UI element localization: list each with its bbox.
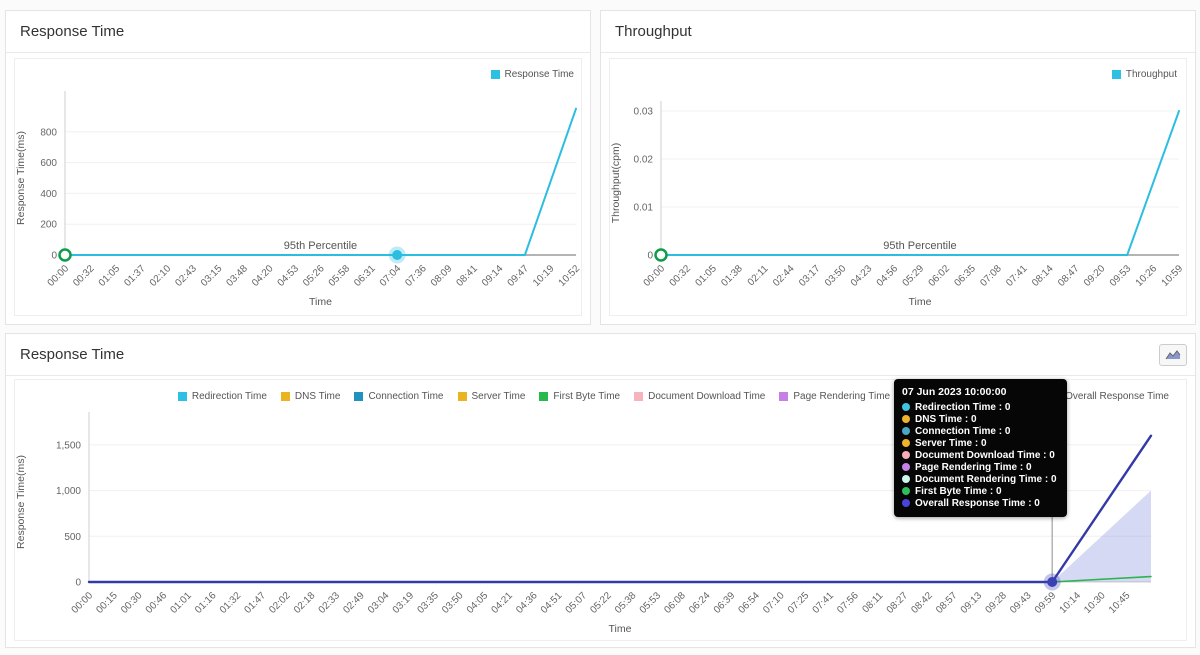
series-color-dot — [902, 487, 910, 495]
response-time-panel: Response Time Response Time 0 200 400 600 80… — [5, 10, 591, 325]
tooltip-row: Page Rendering Time : 0 — [902, 461, 1057, 473]
legend-item[interactable]: Response Time — [490, 69, 574, 80]
response-time-detail-panel: Response Time Redirection Time DNS Time Co… — [5, 333, 1196, 648]
legend-swatch — [280, 392, 290, 401]
legend-item[interactable]: Document Download Time — [634, 391, 765, 402]
series-color-dot — [902, 499, 910, 507]
legend-item[interactable]: Connection Time — [354, 391, 444, 402]
legend-item[interactable]: Page Rendering Time — [779, 391, 890, 402]
legend-swatch — [779, 392, 789, 401]
legend-label: Response Time — [504, 69, 574, 80]
series-color-dot — [902, 415, 910, 423]
legend-swatch — [457, 392, 467, 401]
throughput-panel: Throughput Throughput 0 0.01 0.02 0.03 00:00… — [600, 10, 1196, 325]
chart-options-button[interactable] — [1159, 344, 1187, 366]
panel-title: Throughput — [615, 23, 692, 40]
series-color-dot — [902, 439, 910, 447]
tooltip-timestamp: 07 Jun 2023 10:00:00 — [902, 386, 1007, 398]
tooltip-value: Document Rendering Time : 0 — [915, 473, 1057, 485]
legend-label: Overall Response Time — [1065, 391, 1169, 402]
series-color-dot — [902, 427, 910, 435]
tooltip-row: Document Download Time : 0 — [902, 449, 1057, 461]
legend-swatch — [177, 392, 187, 401]
legend-swatch — [354, 392, 364, 401]
legend-item[interactable]: Overall Response Time — [1051, 391, 1169, 402]
legend-label: DNS Time — [294, 391, 341, 402]
legend-item[interactable]: Redirection Time — [177, 391, 267, 402]
tooltip-row: Document Rendering Time : 0 — [902, 473, 1057, 485]
legend-label: Redirection Time — [191, 391, 267, 402]
legend-swatch — [539, 392, 549, 401]
panel-title: Response Time — [20, 23, 125, 40]
tooltip-value: Connection Time : 0 — [915, 425, 1011, 437]
legend-label: Document Download Time — [648, 391, 766, 402]
legend-label: First Byte Time — [553, 391, 621, 402]
tooltip-row: Redirection Time : 0 — [902, 401, 1057, 413]
legend-label: Throughput — [1125, 69, 1177, 80]
panel-header: Throughput — [601, 11, 1195, 53]
series-color-dot — [902, 475, 910, 483]
throughput-legend: Throughput — [1111, 69, 1177, 80]
tooltip-row: Connection Time : 0 — [902, 425, 1057, 437]
tooltip-value: First Byte Time : 0 — [915, 485, 1002, 497]
legend-label: Page Rendering Time — [793, 391, 891, 402]
panel-header: Response Time — [6, 334, 1195, 376]
chart-tooltip: 07 Jun 2023 10:00:00 Redirection Time : … — [894, 379, 1067, 517]
tooltip-rows: Redirection Time : 0 DNS Time : 0 Connecti… — [902, 401, 1057, 509]
tooltip-row: DNS Time : 0 — [902, 413, 1057, 425]
response-time-chart[interactable] — [14, 58, 582, 316]
area-chart-icon — [1165, 350, 1181, 360]
tooltip-value: Overall Response Time : 0 — [915, 497, 1040, 509]
response-time-legend: Response Time — [490, 69, 574, 80]
legend-item[interactable]: Server Time — [457, 391, 526, 402]
panel-header: Response Time — [6, 11, 590, 53]
series-color-dot — [902, 451, 910, 459]
series-color-dot — [902, 463, 910, 471]
tooltip-row: Server Time : 0 — [902, 437, 1057, 449]
series-color-dot — [902, 403, 910, 411]
legend-swatch — [1111, 70, 1121, 79]
legend-label: Connection Time — [368, 391, 444, 402]
tooltip-value: Redirection Time : 0 — [915, 401, 1011, 413]
tooltip-row: First Byte Time : 0 — [902, 485, 1057, 497]
tooltip-value: Page Rendering Time : 0 — [915, 461, 1032, 473]
panel-title: Response Time — [20, 346, 125, 363]
legend-swatch — [634, 392, 644, 401]
legend-item[interactable]: DNS Time — [280, 391, 341, 402]
legend-item[interactable]: Throughput — [1111, 69, 1177, 80]
tooltip-row: Overall Response Time : 0 — [902, 497, 1057, 509]
tooltip-value: Document Download Time : 0 — [915, 449, 1055, 461]
tooltip-value: Server Time : 0 — [915, 437, 987, 449]
legend-label: Server Time — [471, 391, 526, 402]
legend-item[interactable]: First Byte Time — [539, 391, 620, 402]
legend-swatch — [490, 70, 500, 79]
throughput-chart[interactable] — [609, 58, 1187, 316]
tooltip-value: DNS Time : 0 — [915, 413, 977, 425]
